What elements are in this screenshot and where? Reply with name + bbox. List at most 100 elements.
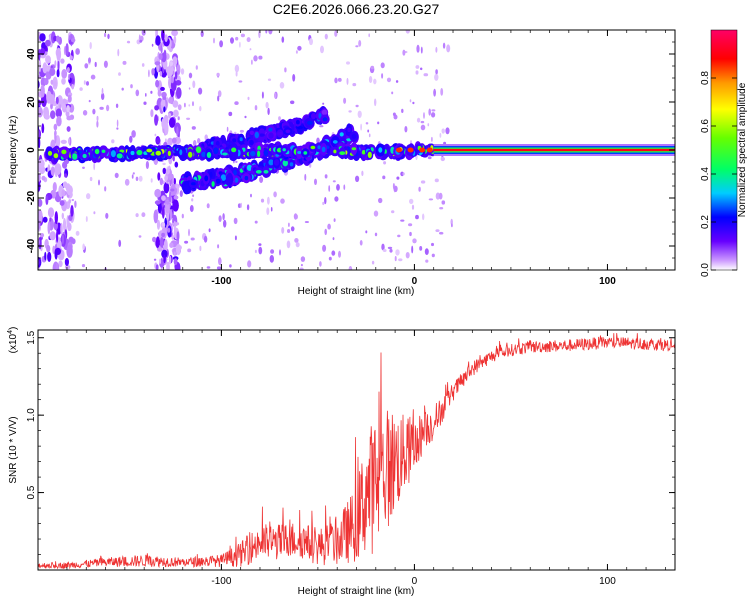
scatter-blob bbox=[54, 130, 57, 144]
background-speckle bbox=[199, 105, 202, 112]
background-speckle bbox=[381, 73, 384, 79]
scatter-blob bbox=[172, 70, 175, 75]
background-speckle bbox=[309, 163, 312, 168]
background-speckle bbox=[320, 45, 324, 54]
background-speckle bbox=[188, 72, 193, 79]
background-speckle bbox=[71, 38, 76, 43]
background-speckle bbox=[251, 59, 253, 65]
branch-core bbox=[101, 149, 106, 153]
spectrogram-ytick-label: -20 bbox=[26, 190, 37, 205]
branch-core bbox=[321, 109, 328, 116]
background-speckle bbox=[126, 40, 131, 44]
scatter-blob bbox=[157, 172, 161, 181]
background-speckle bbox=[398, 258, 403, 262]
background-speckle bbox=[143, 101, 147, 105]
scatter-blob bbox=[49, 217, 52, 222]
background-speckle bbox=[229, 264, 232, 268]
background-speckle bbox=[359, 240, 363, 246]
background-speckle bbox=[409, 231, 412, 237]
background-speckle bbox=[191, 198, 194, 202]
background-speckle bbox=[111, 139, 115, 144]
scatter-blob bbox=[172, 56, 178, 66]
background-speckle bbox=[334, 77, 338, 84]
background-speckle bbox=[174, 251, 176, 256]
spectrogram-xtick-label: -100 bbox=[211, 276, 231, 287]
branch-core bbox=[234, 177, 239, 183]
scatter-blob bbox=[163, 254, 166, 264]
scatter-blob bbox=[172, 155, 175, 162]
colorbar-tick-label: 0.8 bbox=[700, 71, 711, 85]
background-speckle bbox=[394, 256, 397, 262]
background-speckle bbox=[420, 120, 425, 124]
scatter-blob bbox=[34, 153, 36, 163]
background-speckle bbox=[395, 80, 399, 83]
background-speckle bbox=[391, 91, 394, 95]
background-speckle bbox=[173, 258, 178, 266]
branch-core bbox=[213, 147, 219, 155]
scatter-blob bbox=[52, 245, 56, 254]
spectrogram-xtick-label: 0 bbox=[412, 276, 418, 287]
background-speckle bbox=[115, 103, 119, 109]
background-speckle bbox=[368, 133, 371, 138]
background-speckle bbox=[82, 110, 88, 116]
background-speckle bbox=[273, 191, 277, 198]
background-speckle bbox=[279, 249, 281, 256]
background-speckle bbox=[88, 99, 91, 103]
background-speckle bbox=[218, 215, 222, 223]
branch-core bbox=[220, 174, 227, 181]
background-speckle bbox=[213, 37, 215, 44]
scatter-blob bbox=[173, 195, 179, 200]
background-speckle bbox=[188, 228, 190, 237]
branch-core bbox=[282, 148, 286, 152]
snr-panel: -100 0 100 0.5 1.0 1.5 Height of straight lin… bbox=[7, 327, 676, 597]
background-speckle bbox=[222, 213, 225, 221]
branch-core bbox=[231, 147, 237, 153]
scatter-blob bbox=[38, 106, 43, 118]
background-speckle bbox=[250, 193, 252, 198]
background-speckle bbox=[192, 140, 197, 147]
background-speckle bbox=[153, 258, 157, 261]
background-speckle bbox=[234, 101, 239, 105]
background-speckle bbox=[187, 248, 192, 253]
scatter-blob bbox=[55, 108, 62, 118]
background-speckle bbox=[131, 130, 136, 138]
scatter-blob bbox=[60, 139, 67, 144]
background-speckle bbox=[409, 99, 412, 103]
background-speckle bbox=[145, 93, 147, 97]
background-speckle bbox=[198, 87, 203, 95]
background-speckle bbox=[121, 87, 124, 91]
background-speckle bbox=[135, 89, 140, 97]
scatter-blob bbox=[175, 243, 181, 256]
scatter-blob bbox=[161, 91, 167, 98]
scatter-blob bbox=[169, 255, 172, 265]
background-speckle bbox=[387, 246, 393, 250]
scatter-blob bbox=[29, 115, 32, 123]
background-speckle bbox=[195, 65, 198, 70]
background-speckle bbox=[392, 112, 396, 117]
branch-core bbox=[227, 177, 232, 182]
background-speckle bbox=[267, 107, 270, 115]
background-speckle bbox=[93, 162, 96, 171]
background-speckle bbox=[158, 53, 163, 60]
background-speckle bbox=[431, 109, 436, 112]
background-speckle bbox=[237, 203, 242, 208]
background-speckle bbox=[154, 133, 157, 137]
background-speckle bbox=[181, 213, 184, 219]
branch-core bbox=[258, 133, 265, 137]
background-speckle bbox=[86, 81, 89, 86]
background-speckle bbox=[434, 73, 439, 81]
background-speckle bbox=[374, 98, 377, 107]
background-speckle bbox=[180, 68, 185, 75]
background-speckle bbox=[240, 33, 245, 38]
background-speckle bbox=[129, 135, 133, 143]
background-speckle bbox=[151, 43, 154, 47]
background-speckle bbox=[267, 78, 272, 81]
spectrogram-ytick-label: 0 bbox=[26, 147, 37, 153]
background-speckle bbox=[84, 63, 89, 69]
background-speckle bbox=[190, 237, 195, 241]
scatter-blob bbox=[55, 262, 59, 270]
background-speckle bbox=[139, 39, 143, 43]
scatter-blob bbox=[61, 69, 68, 79]
carrier-hotspot bbox=[395, 147, 402, 153]
scatter-blob bbox=[64, 264, 71, 270]
